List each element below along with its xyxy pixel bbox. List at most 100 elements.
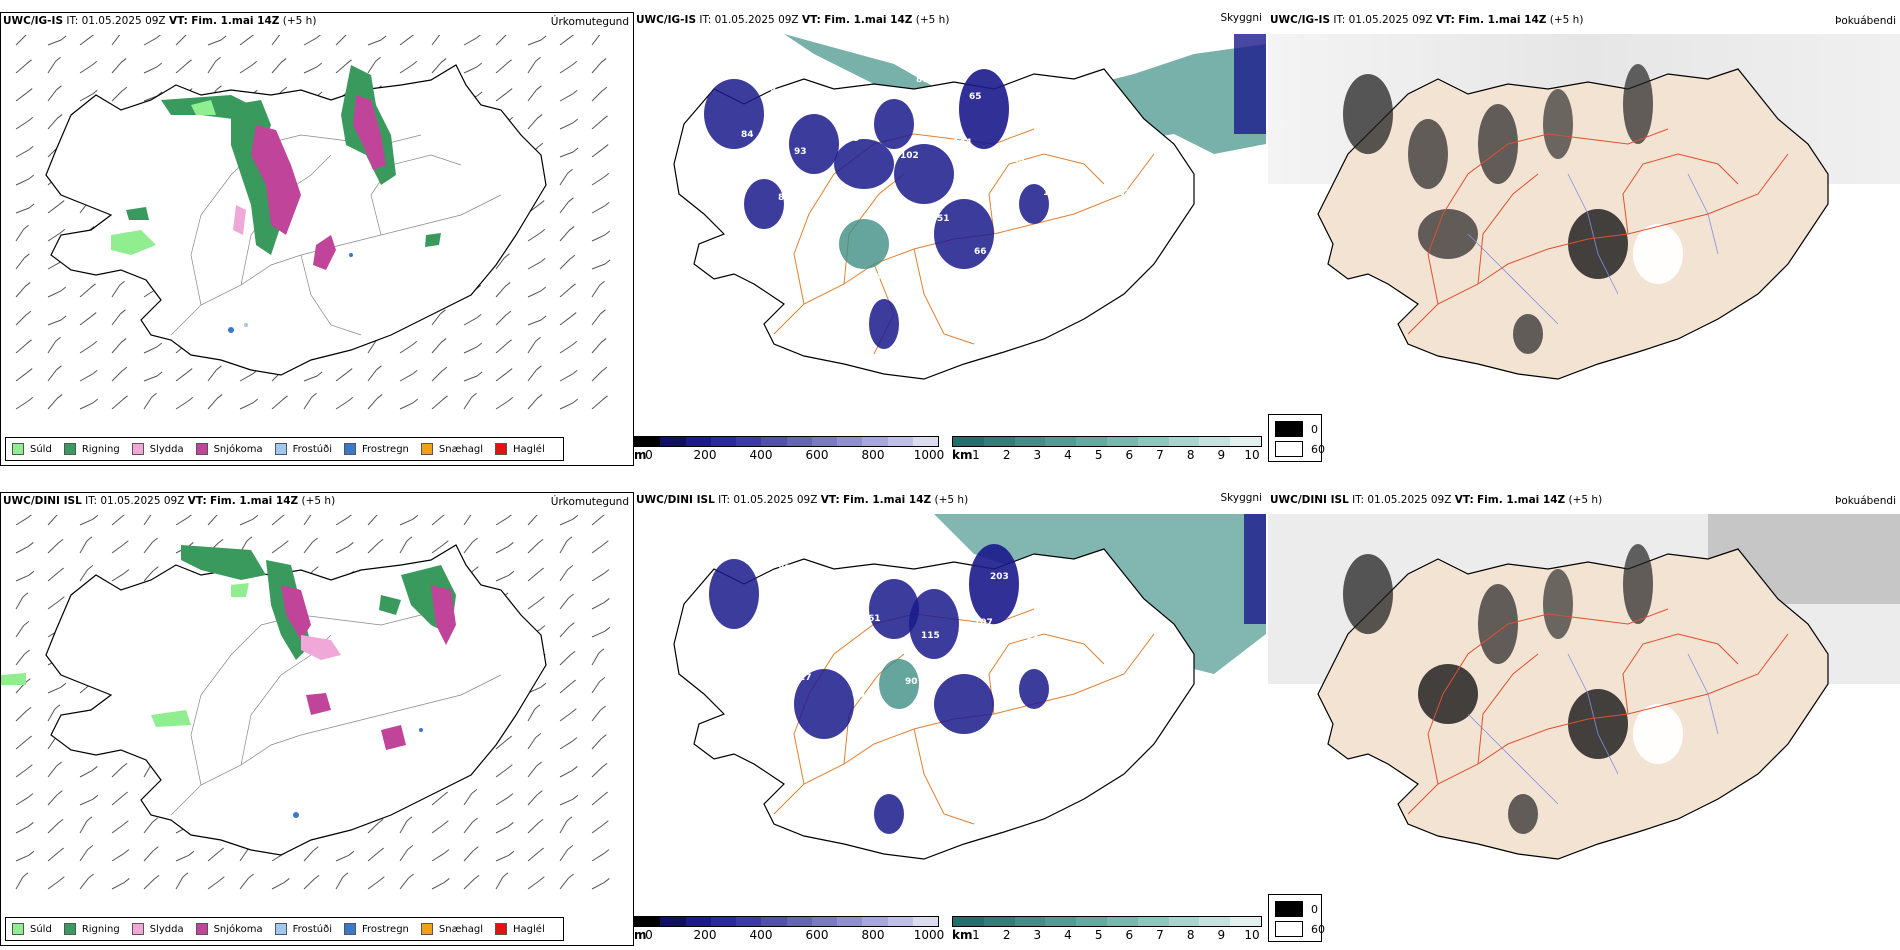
colorbar-segment bbox=[983, 917, 1015, 926]
cloud-base-label: 66 bbox=[974, 247, 987, 257]
cloud-base-label: 56 bbox=[815, 627, 828, 637]
cloud-base-label: 83 bbox=[884, 568, 897, 578]
wind-barb-flag bbox=[56, 85, 62, 91]
colorbar-segment bbox=[1137, 437, 1169, 446]
wind-barb bbox=[303, 878, 315, 890]
cloud-map: 47 81 60 83 29 203 85 78 78 70 56 61 115 107 60 50 104 76… bbox=[673, 514, 1266, 860]
wind-barb-flag bbox=[508, 570, 515, 576]
cloud-base-label: 78 bbox=[709, 623, 722, 633]
legend-swatch bbox=[12, 443, 24, 455]
wind-barb bbox=[271, 544, 284, 554]
wind-barb-flag bbox=[440, 309, 446, 315]
wind-barb bbox=[463, 850, 474, 862]
wind-barb bbox=[399, 64, 413, 74]
wind-barb-flag bbox=[188, 850, 195, 856]
wind-barb-flag bbox=[218, 847, 225, 853]
wind-barb bbox=[431, 370, 443, 382]
precip-map bbox=[1, 515, 611, 890]
wind-barb-flag bbox=[539, 257, 546, 263]
colorbar-unit: m bbox=[634, 448, 647, 462]
model-name: UWC/DINI ISL bbox=[1270, 494, 1349, 506]
wind-barb bbox=[495, 372, 508, 382]
colorbar-segment bbox=[761, 917, 787, 926]
iceland-outline bbox=[45, 64, 547, 376]
colorbar-segment bbox=[837, 437, 863, 446]
wind-barb bbox=[335, 517, 349, 526]
cloud-labels: 47 81 60 83 29 203 85 78 78 70 56 61 115 107 60 50 104 76… bbox=[709, 547, 1152, 700]
panel-header: UWC/IG-IS IT: 01.05.2025 09Z VT: Fim. 1.… bbox=[1270, 14, 1896, 32]
colorbar-tick-label: 9 bbox=[1217, 928, 1226, 942]
colorbar-tick-label: 9 bbox=[1217, 448, 1226, 462]
vt-value: Fim. 1.mai 14Z bbox=[1458, 14, 1547, 26]
colorbar-segment bbox=[1014, 917, 1046, 926]
wind-barb bbox=[559, 402, 573, 410]
wind-barb-flag bbox=[572, 794, 579, 800]
wind-barb-flag bbox=[473, 846, 479, 851]
legend-item: Frostúði bbox=[274, 443, 332, 455]
wind-barb-flag bbox=[155, 35, 162, 39]
wind-barb bbox=[271, 399, 283, 410]
wind-barb bbox=[463, 66, 477, 74]
wind-barb bbox=[47, 600, 60, 610]
wind-barb-flag bbox=[406, 816, 413, 822]
visibility-colorbar: km 1 2 3 4 5 6 7 8 9 10 bbox=[952, 436, 1262, 462]
wind-barb bbox=[47, 319, 62, 326]
wind-barb bbox=[527, 369, 537, 382]
fog-map bbox=[1268, 34, 1900, 380]
vt-label: VT: bbox=[1454, 494, 1474, 506]
wind-barb bbox=[79, 820, 88, 834]
wind-barb bbox=[175, 876, 184, 890]
wind-barb bbox=[591, 176, 605, 186]
visibility-colorbar: km 1 2 3 4 5 6 7 8 9 10 bbox=[952, 916, 1262, 942]
wind-barb bbox=[47, 765, 58, 778]
fog-map bbox=[1268, 514, 1900, 860]
cloud-panel-row1: UWC/IG-IS IT: 01.05.2025 09Z VT: Fim. 1.… bbox=[634, 12, 1266, 464]
wind-barb-flag bbox=[377, 538, 384, 544]
wind-barb bbox=[143, 850, 154, 862]
legend-swatch bbox=[131, 923, 144, 935]
wind-barb bbox=[47, 822, 59, 834]
legend-item: Rigning bbox=[63, 923, 120, 935]
wind-barb bbox=[15, 876, 24, 890]
colorbar-segment bbox=[811, 917, 837, 926]
wind-barb bbox=[15, 400, 29, 410]
wind-barb bbox=[111, 313, 121, 326]
wind-barb bbox=[559, 518, 573, 526]
colorbar-tick-label: 0 bbox=[645, 448, 653, 462]
wind-barb bbox=[463, 793, 473, 806]
wind-barb-flag bbox=[252, 398, 259, 404]
wind-barb-flag bbox=[313, 874, 320, 880]
cloud-base-label: 48 bbox=[815, 256, 828, 266]
legend-label: Frostúði bbox=[292, 443, 332, 455]
colorbar-tick-label: 1000 bbox=[913, 448, 945, 462]
wind-barb bbox=[15, 343, 27, 354]
wind-barb bbox=[591, 881, 605, 890]
wind-barb bbox=[47, 880, 60, 890]
wind-barb-flag bbox=[313, 566, 319, 571]
wind-barb-flag bbox=[536, 394, 543, 399]
wind-barb-flag bbox=[571, 60, 578, 66]
legend-item: Snjókoma bbox=[195, 443, 263, 455]
wind-barb-flag bbox=[252, 515, 259, 520]
wind-barb bbox=[527, 89, 537, 102]
wind-barb-flag bbox=[121, 86, 128, 92]
wind-barb bbox=[335, 854, 349, 862]
wind-barb bbox=[79, 540, 88, 554]
wind-barb-flag bbox=[538, 847, 545, 853]
legend-label: Slydda bbox=[149, 923, 184, 935]
wind-barb-flag bbox=[441, 366, 448, 372]
wind-barb-flag bbox=[28, 203, 35, 209]
cloud-panel-row2: UWC/DINI ISL IT: 01.05.2025 09Z VT: Fim.… bbox=[634, 492, 1266, 944]
wind-barb-flag bbox=[443, 849, 450, 854]
wind-barb-flag bbox=[342, 872, 349, 878]
cloud-base-label: 104 bbox=[1133, 669, 1152, 679]
cloud-base-label: 60 bbox=[1027, 635, 1040, 645]
wind-barb bbox=[559, 540, 568, 554]
model-name: UWC/IG-IS bbox=[3, 15, 64, 27]
wind-barb-flag bbox=[568, 873, 574, 879]
wind-barb bbox=[559, 741, 573, 750]
wind-barb-flag bbox=[91, 89, 98, 95]
wind-barb-flag bbox=[570, 283, 576, 289]
wind-barb bbox=[47, 261, 61, 270]
it-value: 01.05.2025 09Z bbox=[100, 495, 185, 507]
